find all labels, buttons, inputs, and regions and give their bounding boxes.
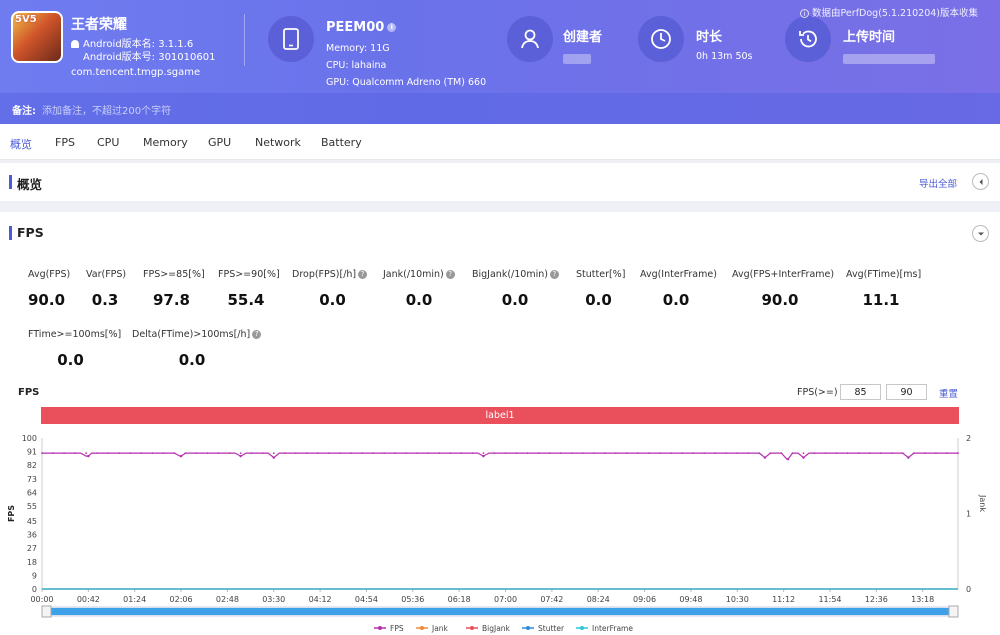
duration-label: 时长 [696, 30, 723, 45]
tab-memory[interactable]: Memory [143, 136, 188, 149]
tab-fps[interactable]: FPS [55, 136, 75, 149]
tab-battery[interactable]: Battery [321, 136, 362, 149]
info-icon: i [800, 9, 810, 18]
stat-value-delta-ftime: 0.0 [178, 351, 206, 369]
android-code: Android版本号: 301010601 [83, 52, 216, 63]
clock-icon [638, 16, 684, 62]
label-band[interactable]: label1 [41, 407, 959, 424]
report-header: 5V5 王者荣耀 Android版本名: 3.1.1.6 Android版本号:… [0, 0, 1000, 124]
upload-time-redacted [843, 54, 935, 64]
stat-label-avg-ftime: Avg(FTime)[ms] [846, 269, 922, 280]
section-marker [9, 175, 12, 189]
source-note: i 数据由PerfDog(5.1.210204)版本收集 [800, 5, 978, 19]
stat-label-bigjank: BigJank(/10min)? [472, 269, 559, 280]
help-icon[interactable]: ? [252, 330, 262, 339]
tab-network[interactable]: Network [255, 136, 301, 149]
info-icon[interactable]: i [387, 23, 397, 32]
chart-title: FPS [18, 387, 40, 398]
header-divider [244, 14, 245, 66]
stat-label-ftime-100: FTime>=100ms[%] [28, 329, 122, 340]
note-label: 备注: [12, 106, 36, 117]
note-input[interactable]: 添加备注，不超过200个字符 [42, 106, 172, 117]
export-all-button[interactable]: 导出全部 [919, 179, 958, 190]
tab-bar: 概览 FPS CPU Memory GPU Network Battery [0, 124, 1000, 160]
stat-label-fps-85: FPS>=85[%] [143, 269, 205, 280]
device-gpu: GPU: Qualcomm Adreno (TM) 660 [326, 77, 487, 88]
stat-label-avg-fps-interframe: Avg(FPS+InterFrame) [732, 269, 835, 280]
device-memory: Memory: 11G [326, 43, 390, 54]
section-marker [9, 226, 12, 240]
android-icon [71, 40, 79, 48]
phone-icon [268, 16, 314, 62]
app-version-info: Android版本名: 3.1.1.6 Android版本号: 30101060… [71, 38, 215, 64]
tab-gpu[interactable]: GPU [208, 136, 232, 149]
creator-label: 创建者 [563, 30, 603, 45]
stat-label-drop-fps: Drop(FPS)[/h]? [292, 269, 368, 280]
device-cpu: CPU: lahaina [326, 60, 387, 71]
stat-label-fps-90: FPS>=90[%] [218, 269, 280, 280]
stat-value-ftime-100: 0.0 [57, 351, 84, 369]
help-icon[interactable]: ? [445, 270, 455, 279]
collapse-toggle-button[interactable] [972, 225, 989, 242]
stat-value-avg-fps: 90.0 [28, 291, 66, 309]
header-main: 5V5 王者荣耀 Android版本名: 3.1.1.6 Android版本号:… [0, 0, 1000, 93]
stat-value-avg-fps-interframe: 90.0 [761, 291, 799, 309]
app-badge: 5V5 [15, 14, 37, 25]
stat-label-var-fps: Var(FPS) [86, 269, 127, 280]
fps-section: FPS Avg(FPS) 90.0 Var(FPS) 0.3 FPS>=85[%… [0, 212, 1000, 635]
stat-label-avg-interframe: Avg(InterFrame) [640, 269, 717, 280]
stat-value-jank: 0.0 [405, 291, 433, 309]
history-icon [785, 16, 831, 62]
app-name: 王者荣耀 [71, 17, 127, 33]
tab-overview[interactable]: 概览 [10, 138, 32, 151]
user-icon [507, 16, 553, 62]
stat-label-delta-ftime: Delta(FTime)>100ms[/h]? [132, 329, 262, 340]
stat-value-fps-90: 55.4 [227, 291, 265, 309]
help-icon[interactable]: ? [549, 270, 559, 279]
chevron-down-icon [977, 232, 984, 235]
help-icon[interactable]: ? [358, 270, 368, 279]
package-name: com.tencent.tmgp.sgame [71, 67, 201, 78]
stat-value-fps-85: 97.8 [152, 291, 190, 309]
stat-value-bigjank: 0.0 [501, 291, 529, 309]
stat-value-avg-interframe: 0.0 [662, 291, 690, 309]
reset-button[interactable]: 重置 [939, 389, 959, 400]
note-bar[interactable]: 备注: 添加备注，不超过200个字符 [0, 93, 1000, 124]
stat-value-drop-fps: 0.0 [319, 291, 346, 309]
stat-value-avg-ftime: 11.1 [862, 291, 900, 309]
device-name: PEEM00 i [326, 20, 397, 35]
app-icon: 5V5 [11, 11, 63, 63]
threshold-label: FPS(>=) [797, 387, 838, 398]
stat-label-stutter: Stutter[%] [576, 269, 626, 280]
stat-value-var-fps: 0.3 [91, 291, 119, 309]
overview-section: 概览 导出全部 [0, 163, 1000, 201]
stat-label-avg-fps: Avg(FPS) [28, 269, 71, 280]
stat-label-jank: Jank(/10min)? [383, 269, 455, 280]
duration-value: 0h 13m 50s [696, 51, 753, 62]
fps-section-title: FPS [17, 225, 44, 240]
threshold-input-high[interactable] [886, 384, 927, 400]
overview-title: 概览 [17, 177, 43, 192]
upload-time-label: 上传时间 [843, 30, 896, 45]
tab-cpu[interactable]: CPU [97, 136, 120, 149]
collapse-left-button[interactable] [972, 173, 989, 190]
android-version: Android版本名: 3.1.1.6 [83, 39, 194, 50]
creator-redacted [563, 54, 591, 64]
threshold-input-low[interactable] [840, 384, 881, 400]
stat-value-stutter: 0.0 [585, 291, 612, 309]
chevron-left-icon [979, 178, 982, 185]
